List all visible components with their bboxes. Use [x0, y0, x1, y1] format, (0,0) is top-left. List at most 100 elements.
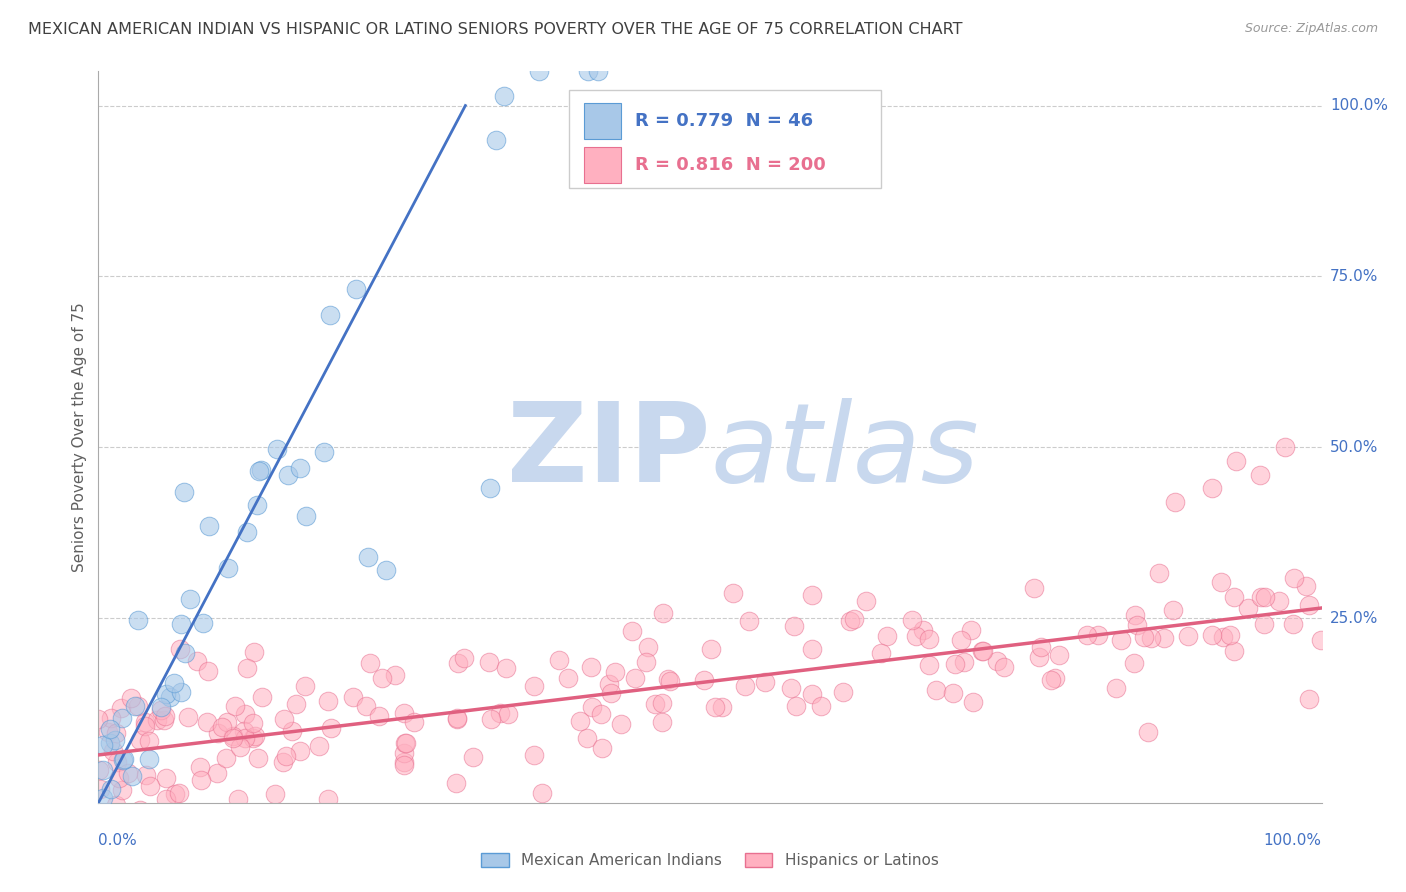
Point: [139, 780, 162, 794]
Point: [1237, 601, 1260, 615]
Point: [368, 708, 391, 723]
Point: [1147, 566, 1170, 580]
Point: [344, 282, 367, 296]
Point: [222, 730, 245, 744]
Point: [605, 665, 627, 679]
Point: [1223, 590, 1246, 604]
Point: [453, 651, 475, 665]
Point: [1309, 632, 1331, 647]
Point: [1123, 656, 1146, 670]
Point: [342, 690, 364, 704]
Point: [233, 707, 256, 722]
Point: [135, 768, 157, 782]
Point: [101, 744, 124, 758]
Point: [1267, 594, 1289, 608]
Point: [316, 694, 339, 708]
Legend: Mexican American Indians, Hispanics or Latinos: Mexican American Indians, Hispanics or L…: [481, 854, 939, 868]
Point: [917, 658, 939, 673]
Point: [392, 756, 416, 770]
Point: [962, 695, 984, 709]
Text: 100.0%: 100.0%: [1330, 98, 1388, 113]
Point: [236, 524, 259, 539]
Point: [266, 442, 288, 457]
Point: [1076, 628, 1098, 642]
Point: [243, 645, 266, 659]
Point: [138, 752, 160, 766]
Point: [288, 744, 311, 758]
Point: [392, 747, 416, 761]
Point: [1253, 617, 1275, 632]
Text: Source: ZipAtlas.com: Source: ZipAtlas.com: [1244, 22, 1378, 36]
Point: [591, 740, 613, 755]
Point: [600, 686, 623, 700]
Point: [838, 614, 860, 628]
Point: [870, 646, 893, 660]
Point: [576, 64, 599, 78]
Point: [721, 585, 744, 599]
Point: [104, 726, 127, 740]
Point: [155, 792, 177, 806]
Point: [810, 699, 832, 714]
Point: [1177, 629, 1199, 643]
Point: [972, 644, 994, 658]
Point: [1225, 454, 1247, 468]
Point: [1133, 630, 1156, 644]
Point: [754, 674, 776, 689]
Point: [197, 664, 219, 678]
Point: [783, 619, 806, 633]
Point: [159, 690, 181, 704]
Point: [446, 711, 468, 725]
Point: [188, 759, 211, 773]
Point: [699, 641, 721, 656]
Point: [488, 706, 510, 721]
Point: [527, 64, 550, 78]
Point: [186, 655, 208, 669]
Point: [247, 464, 270, 478]
Point: [127, 698, 149, 713]
Point: [127, 613, 149, 627]
Point: [1201, 481, 1223, 495]
Point: [637, 640, 659, 654]
Point: [855, 594, 877, 608]
Point: [1298, 598, 1320, 612]
Point: [900, 613, 922, 627]
Point: [1049, 648, 1071, 662]
Y-axis label: Seniors Poverty Over the Age of 75: Seniors Poverty Over the Age of 75: [72, 302, 87, 572]
Point: [155, 709, 177, 723]
Point: [844, 612, 866, 626]
Point: [738, 615, 761, 629]
Point: [224, 699, 246, 714]
Point: [952, 655, 974, 669]
Point: [281, 724, 304, 739]
Point: [134, 719, 156, 733]
Point: [918, 632, 941, 646]
Point: [98, 736, 121, 750]
Point: [1249, 467, 1271, 482]
Point: [138, 733, 160, 747]
Point: [100, 782, 122, 797]
FancyBboxPatch shape: [583, 146, 620, 183]
Text: 50.0%: 50.0%: [1330, 440, 1378, 455]
Point: [1164, 495, 1187, 509]
Point: [127, 809, 149, 823]
Point: [247, 751, 270, 765]
Point: [986, 654, 1008, 668]
Point: [177, 710, 200, 724]
Point: [1201, 628, 1223, 642]
Point: [1219, 628, 1241, 642]
Point: [191, 615, 214, 630]
Text: 0.0%: 0.0%: [98, 833, 138, 848]
Point: [277, 467, 299, 482]
Point: [1043, 671, 1066, 685]
Point: [925, 683, 948, 698]
Point: [308, 739, 330, 753]
Point: [1282, 571, 1305, 585]
Point: [91, 764, 114, 778]
Point: [163, 787, 186, 801]
Text: MEXICAN AMERICAN INDIAN VS HISPANIC OR LATINO SENIORS POVERTY OVER THE AGE OF 75: MEXICAN AMERICAN INDIAN VS HISPANIC OR L…: [28, 22, 963, 37]
Point: [1250, 590, 1272, 604]
Point: [242, 731, 264, 746]
Point: [959, 624, 981, 638]
Point: [609, 717, 631, 731]
Point: [359, 656, 381, 670]
